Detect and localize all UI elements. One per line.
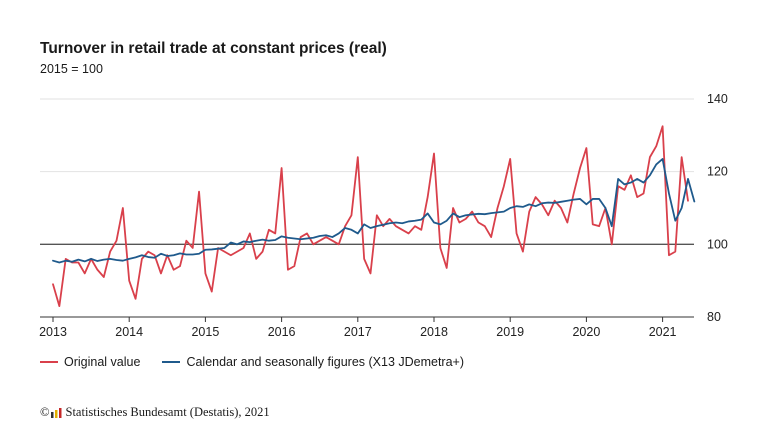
legend-label-adjusted: Calendar and seasonally figures (X13 JDe… — [186, 355, 465, 369]
legend-swatch-original — [40, 361, 58, 363]
series-line-adjusted — [52, 158, 696, 264]
x-tick-label-2015: 2015 — [191, 325, 219, 339]
legend-swatch-adjusted — [162, 361, 181, 363]
source-text: Statistisches Bundesamt (Destatis), 2021 — [65, 405, 270, 419]
destatis-logo-icon — [50, 407, 61, 418]
series-line-original — [52, 125, 689, 308]
y-tick-label-120: 120 — [707, 165, 728, 179]
legend-label-original: Original value — [64, 355, 141, 369]
x-tick-label-2013: 2013 — [39, 325, 67, 339]
x-tick-label-2019: 2019 — [496, 325, 524, 339]
y-tick-label-140: 140 — [707, 92, 728, 106]
chart-title: Turnover in retail trade at constant pri… — [40, 40, 387, 57]
legend-item-adjusted: Calendar and seasonally figures (X13 JDe… — [162, 355, 464, 369]
x-tick-label-2016: 2016 — [268, 325, 296, 339]
legend: Original value Calendar and seasonally f… — [40, 355, 486, 369]
x-tick-label-2020: 2020 — [572, 325, 600, 339]
x-tick-label-2017: 2017 — [344, 325, 372, 339]
x-tick-label-2014: 2014 — [115, 325, 143, 339]
y-tick-label-100: 100 — [707, 237, 728, 251]
x-tick-label-2018: 2018 — [420, 325, 448, 339]
chart-subtitle: 2015 = 100 — [40, 62, 103, 76]
source-footer: © Statistisches Bundesamt (Destatis), 20… — [40, 405, 270, 420]
x-tick-label-2021: 2021 — [649, 325, 677, 339]
y-tick-label-80: 80 — [707, 310, 721, 324]
line-chart: 80 100 120 140 2013 2014 2015 2016 2017 2018 2019 2… — [39, 92, 728, 339]
copyright-symbol: © — [40, 405, 50, 419]
legend-item-original: Original value — [40, 355, 140, 369]
